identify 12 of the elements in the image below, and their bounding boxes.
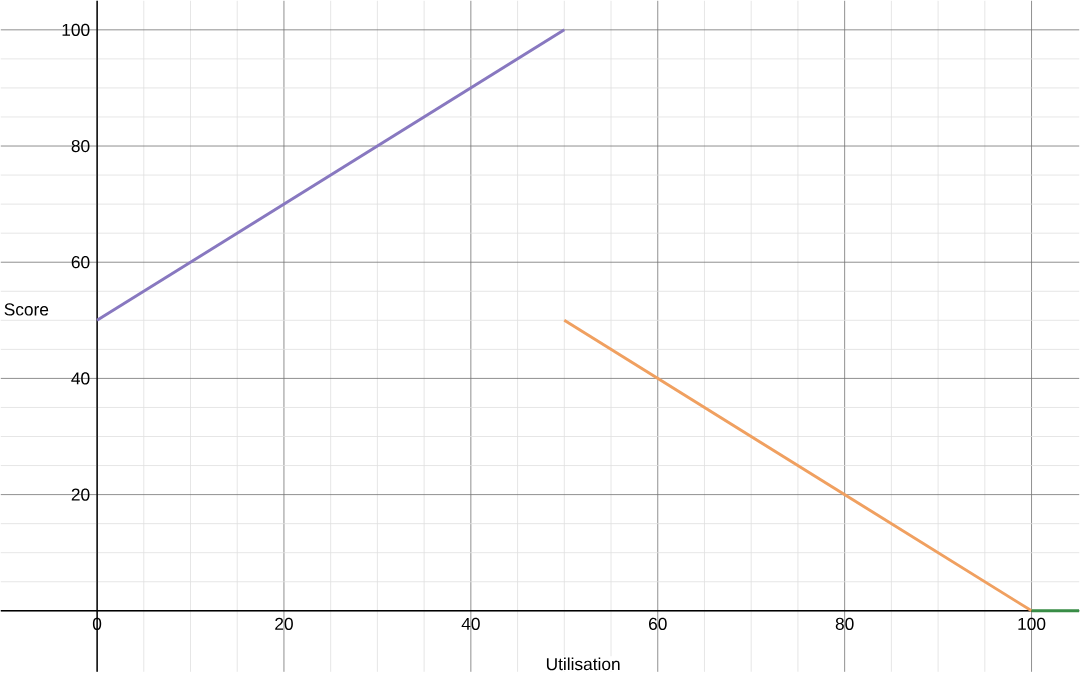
x-tick-label: 60 xyxy=(649,617,667,631)
y-tick-label: 60 xyxy=(71,256,90,269)
y-tick-label: 40 xyxy=(71,372,90,385)
x-tick-label: 100 xyxy=(1018,617,1046,631)
x-axis-title: Utilisation xyxy=(546,657,620,671)
x-tick-label: 80 xyxy=(835,617,854,631)
y-tick-label: 20 xyxy=(71,488,90,501)
y-tick-label: 80 xyxy=(71,140,90,153)
y-axis-title: Score xyxy=(4,303,49,316)
x-tick-label: 20 xyxy=(275,617,293,631)
y-tick-label: 100 xyxy=(62,23,90,37)
x-tick-label: 40 xyxy=(461,617,480,631)
